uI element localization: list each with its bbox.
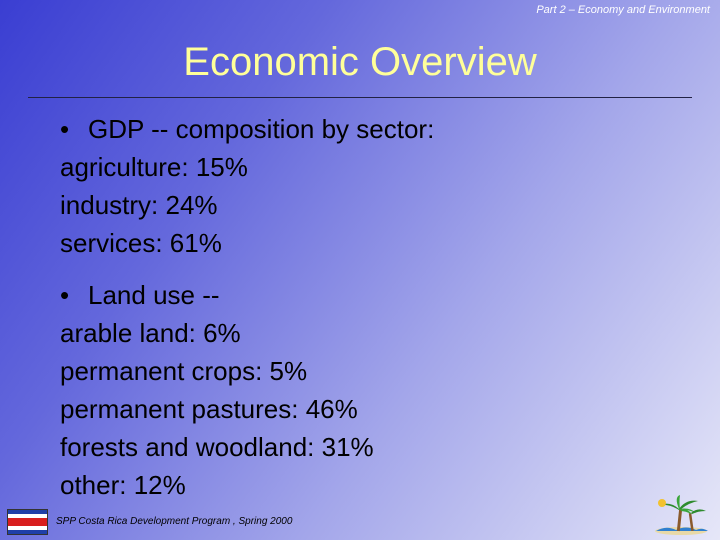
gdp-line-services: services: 61% (60, 228, 222, 258)
slide-content: • GDP -- composition by sector: agricult… (60, 110, 680, 518)
land-line-crops: permanent crops: 5% (60, 356, 308, 386)
slide-title: Economic Overview (183, 40, 537, 84)
palm-tree-logo-icon (655, 495, 708, 535)
land-line-pastures: permanent pastures: 46% (60, 394, 358, 424)
land-line-arable: arable land: 6% (60, 318, 241, 348)
land-use-heading-text: Land use -- (88, 280, 220, 310)
title-underline (28, 97, 692, 98)
gdp-heading: • GDP -- composition by sector: (60, 110, 680, 148)
bullet-icon: • (60, 280, 70, 310)
gdp-heading-text: GDP -- composition by sector: (88, 114, 435, 144)
gdp-line-industry: industry: 24% (60, 190, 218, 220)
land-line-forests: forests and woodland: 31% (60, 432, 374, 462)
gdp-section: • GDP -- composition by sector: agricult… (60, 110, 680, 262)
land-use-heading: • Land use -- (60, 276, 680, 314)
gdp-line-agriculture: agriculture: 15% (60, 152, 248, 182)
land-line-other: other: 12% (60, 470, 186, 500)
header-note: Part 2 – Economy and Environment (536, 4, 710, 16)
land-use-section: • Land use -- arable land: 6% permanent … (60, 276, 680, 504)
costa-rica-flag-icon (7, 509, 48, 535)
footer-text: SPP Costa Rica Development Program , Spr… (56, 516, 293, 527)
bullet-icon: • (60, 114, 70, 144)
